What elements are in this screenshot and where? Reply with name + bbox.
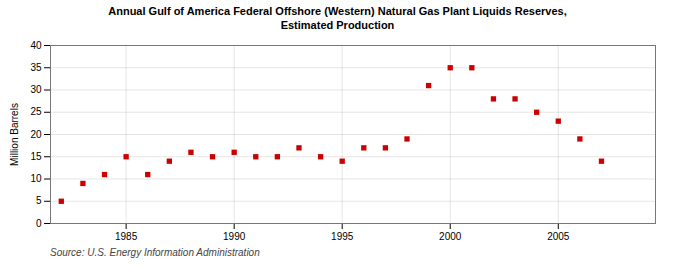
svg-text:Million Barrels: Million Barrels: [9, 103, 20, 166]
svg-text:10: 10: [30, 173, 42, 184]
svg-text:1990: 1990: [223, 230, 246, 241]
svg-text:35: 35: [30, 62, 42, 73]
svg-text:1985: 1985: [115, 230, 138, 241]
html-text:Source: U.S. Energy Informatio: Source: U.S. Energy Information Administ…: [50, 246, 260, 258]
svg-text:30: 30: [30, 84, 42, 95]
svg-text:15: 15: [30, 151, 42, 162]
svg-text:20: 20: [30, 128, 42, 139]
svg-text:2005: 2005: [547, 230, 570, 241]
svg-text:0: 0: [36, 217, 42, 228]
svg-text:25: 25: [30, 106, 42, 117]
svg-text:5: 5: [36, 195, 42, 206]
html-text:Annual Gulf of America Federal: Annual Gulf of America Federal Offshore …: [108, 5, 567, 32]
svg-text:1995: 1995: [331, 230, 354, 241]
svg-text:40: 40: [30, 39, 42, 50]
svg-text:2000: 2000: [439, 230, 462, 241]
